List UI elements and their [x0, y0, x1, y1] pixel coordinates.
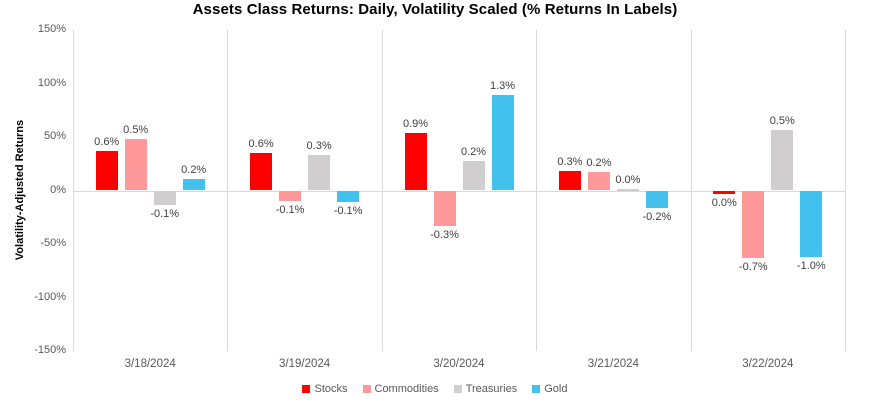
bar-value-label: 0.0%: [615, 174, 641, 186]
panel-separator-line: [381, 30, 383, 351]
bar-value-label: 0.3%: [557, 156, 583, 169]
legend: Stocks Commodities Treasuries Gold: [0, 383, 870, 395]
bar-value-label: -0.3%: [430, 228, 459, 241]
y-axis-tick-label: 0%: [50, 183, 66, 196]
bar-value-label: -0.1%: [150, 208, 180, 221]
legend-item-stocks: Stocks: [302, 383, 348, 395]
bar-treasuries: [153, 190, 176, 206]
bar-value-label: -0.1%: [333, 205, 363, 218]
legend-label: Stocks: [314, 383, 348, 395]
legend-item-gold: Gold: [532, 383, 568, 395]
x-axis-label: 3/18/2024: [124, 358, 176, 370]
bar-treasuries: [462, 160, 485, 191]
bar-value-label: 1.3%: [489, 80, 516, 93]
bar-value-label: -0.1%: [275, 204, 305, 217]
bar-commodities: [742, 190, 765, 258]
chart-title: Assets Class Returns: Daily, Volatility …: [192, 1, 678, 18]
bar-commodities: [587, 172, 610, 191]
y-axis-tick-label: 100%: [37, 76, 66, 89]
legend-swatch: [302, 385, 311, 393]
bar-treasuries: [771, 129, 794, 191]
bar-gold: [800, 190, 823, 257]
zero-baseline: [73, 191, 845, 192]
bar-value-label: -0.2%: [642, 210, 672, 223]
legend-swatch: [453, 385, 462, 393]
bar-stocks: [250, 153, 273, 191]
bar-stocks: [558, 171, 581, 191]
panel-separator-line: [73, 30, 74, 351]
bar-value-label: 0.6%: [248, 138, 274, 151]
legend-swatch: [532, 385, 541, 393]
panel-separator-line: [690, 30, 692, 351]
bar-commodities: [433, 190, 456, 226]
bar-gold: [491, 95, 514, 191]
panel-separator-line: [536, 30, 538, 351]
bar-value-label: 0.5%: [123, 124, 149, 137]
bar-treasuries: [308, 155, 331, 191]
bar-value-label: 0.6%: [94, 135, 120, 148]
bar-value-label: 0.5%: [769, 114, 795, 127]
bar-value-label: 0.3%: [306, 140, 332, 153]
x-axis-label: 3/21/2024: [587, 358, 639, 370]
bar-value-label: 0.9%: [402, 117, 429, 130]
bar-value-label: 0.0%: [711, 196, 737, 209]
x-axis-label: 3/22/2024: [742, 358, 794, 370]
bar-value-label: -1.0%: [796, 259, 826, 272]
x-axis-label: 3/19/2024: [279, 358, 331, 370]
y-axis-tick-label: 50%: [43, 130, 66, 142]
bar-commodities: [124, 139, 147, 191]
y-axis-tick-label: -50%: [40, 237, 66, 249]
x-axis-label: 3/20/2024: [433, 358, 485, 370]
legend-swatch: [362, 385, 371, 393]
bar-gold: [645, 190, 668, 208]
panel-separator-line: [845, 30, 846, 351]
bar-value-label: 0.2%: [181, 163, 207, 176]
bar-value-label: 0.2%: [586, 157, 612, 170]
bar-stocks: [713, 190, 736, 194]
y-axis-tick-label: -100%: [34, 290, 66, 303]
bar-treasuries: [616, 189, 639, 191]
legend-label: Gold: [544, 383, 568, 395]
bar-value-label: -0.7%: [738, 260, 768, 273]
legend-item-commodities: Commodities: [362, 383, 439, 395]
bar-stocks: [95, 150, 118, 191]
legend-item-treasuries: Treasuries: [453, 383, 518, 395]
bar-stocks: [404, 132, 427, 191]
bar-commodities: [279, 190, 302, 202]
y-axis-tick-label: 150%: [37, 23, 66, 35]
panel-separator-line: [227, 30, 229, 351]
bar-gold: [337, 190, 360, 203]
legend-label: Commodities: [374, 383, 439, 395]
bar-gold: [182, 178, 205, 191]
y-axis-tick-label: -150%: [34, 344, 66, 356]
legend-label: Treasuries: [465, 383, 518, 395]
bar-value-label: 0.2%: [460, 145, 487, 158]
